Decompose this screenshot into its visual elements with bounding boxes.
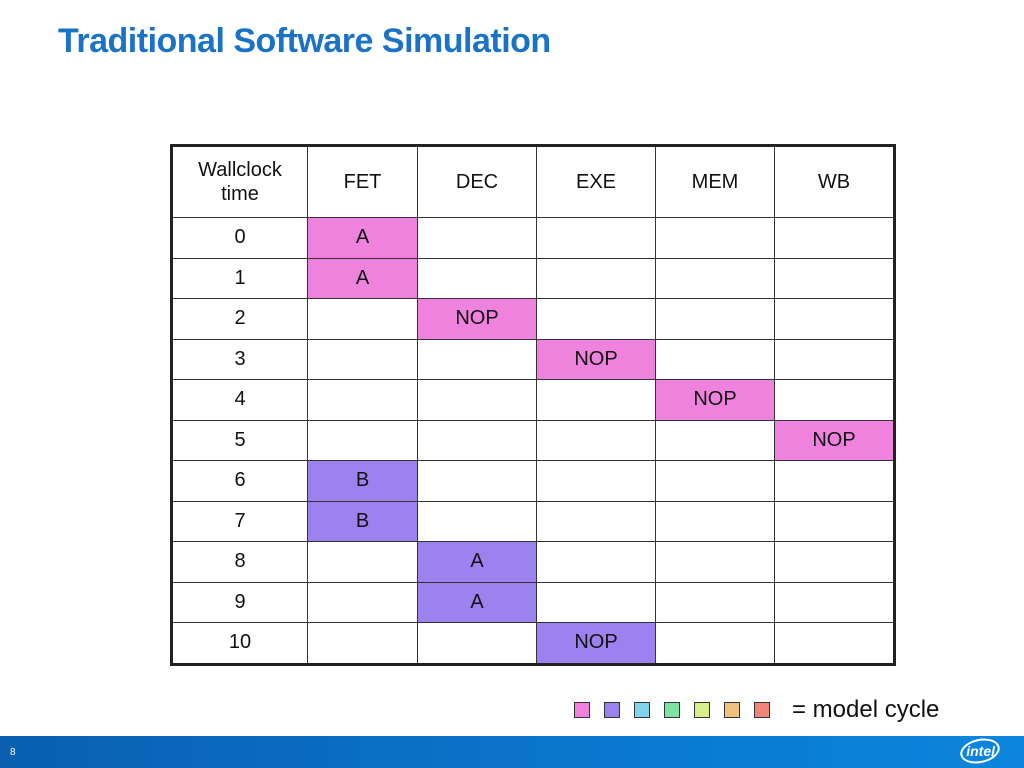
stage-cell	[536, 460, 656, 502]
stage-cell: B	[307, 500, 418, 542]
stage-cell	[307, 419, 418, 461]
pipeline-table: Wallclock time FET DEC EXE MEM WB 0 A 1 A 2 NOP 3 NO…	[170, 144, 896, 666]
stage-cell	[307, 298, 418, 340]
table-row: 5 NOP	[171, 419, 895, 461]
time-cell: 6	[171, 460, 308, 502]
stage-cell	[774, 622, 895, 665]
column-header: FET	[307, 145, 418, 218]
stage-cell	[655, 460, 775, 502]
legend-swatch	[754, 702, 770, 718]
stage-cell	[417, 257, 537, 299]
table-row: 3 NOP	[171, 338, 895, 380]
stage-cell: A	[417, 581, 537, 623]
time-cell: 10	[171, 622, 308, 665]
stage-cell: NOP	[655, 379, 775, 421]
stage-cell	[774, 257, 895, 299]
stage-cell	[307, 581, 418, 623]
table-header-row: Wallclock time FET DEC EXE MEM WB	[171, 145, 895, 218]
time-cell: 8	[171, 541, 308, 583]
stage-cell	[655, 500, 775, 542]
table-row: 4 NOP	[171, 379, 895, 421]
stage-cell	[307, 541, 418, 583]
stage-cell: NOP	[774, 419, 895, 461]
stage-cell	[655, 581, 775, 623]
stage-cell	[536, 379, 656, 421]
stage-cell	[774, 541, 895, 583]
time-cell: 1	[171, 257, 308, 299]
stage-cell	[655, 419, 775, 461]
stage-cell	[417, 622, 537, 665]
stage-cell	[774, 298, 895, 340]
stage-cell	[536, 257, 656, 299]
stage-cell	[307, 622, 418, 665]
stage-cell	[307, 379, 418, 421]
stage-cell	[774, 338, 895, 380]
stage-cell	[655, 541, 775, 583]
stage-cell	[655, 217, 775, 259]
time-cell: 7	[171, 500, 308, 542]
legend-swatches	[574, 702, 784, 718]
column-header: EXE	[536, 145, 656, 218]
stage-cell: A	[307, 217, 418, 259]
stage-cell	[655, 622, 775, 665]
table-row: 10 NOP	[171, 622, 895, 665]
intel-logo-text: intel	[966, 743, 995, 759]
stage-cell	[417, 500, 537, 542]
time-cell: 4	[171, 379, 308, 421]
time-cell: 3	[171, 338, 308, 380]
legend-swatch	[604, 702, 620, 718]
footer-bar: 8 intel	[0, 735, 1024, 768]
stage-cell	[774, 460, 895, 502]
time-cell: 0	[171, 217, 308, 259]
stage-cell	[774, 581, 895, 623]
stage-cell: A	[417, 541, 537, 583]
column-header: Wallclock time	[171, 145, 308, 218]
column-header: DEC	[417, 145, 537, 218]
stage-cell	[774, 217, 895, 259]
stage-cell	[536, 298, 656, 340]
slide-title: Traditional Software Simulation	[58, 22, 551, 60]
page-number: 8	[10, 747, 16, 758]
legend-swatch	[694, 702, 710, 718]
stage-cell	[655, 257, 775, 299]
legend-swatch	[724, 702, 740, 718]
stage-cell: NOP	[536, 622, 656, 665]
stage-cell	[307, 338, 418, 380]
stage-cell	[536, 581, 656, 623]
legend-swatch	[634, 702, 650, 718]
stage-cell	[536, 500, 656, 542]
stage-cell	[655, 338, 775, 380]
legend-swatch	[574, 702, 590, 718]
stage-cell	[417, 217, 537, 259]
time-cell: 9	[171, 581, 308, 623]
stage-cell	[417, 379, 537, 421]
legend: = model cycle	[574, 696, 939, 724]
stage-cell: NOP	[536, 338, 656, 380]
stage-cell	[417, 419, 537, 461]
stage-cell: A	[307, 257, 418, 299]
legend-label: = model cycle	[792, 696, 940, 723]
time-cell: 5	[171, 419, 308, 461]
stage-cell: NOP	[417, 298, 537, 340]
column-header: MEM	[655, 145, 775, 218]
stage-cell	[536, 419, 656, 461]
table-row: 2 NOP	[171, 298, 895, 340]
stage-cell	[774, 500, 895, 542]
column-header: WB	[774, 145, 895, 218]
stage-cell	[774, 379, 895, 421]
stage-cell	[417, 338, 537, 380]
stage-cell	[536, 541, 656, 583]
time-cell: 2	[171, 298, 308, 340]
stage-cell: B	[307, 460, 418, 502]
stage-cell	[655, 298, 775, 340]
legend-swatch	[664, 702, 680, 718]
stage-cell	[536, 217, 656, 259]
stage-cell	[417, 460, 537, 502]
